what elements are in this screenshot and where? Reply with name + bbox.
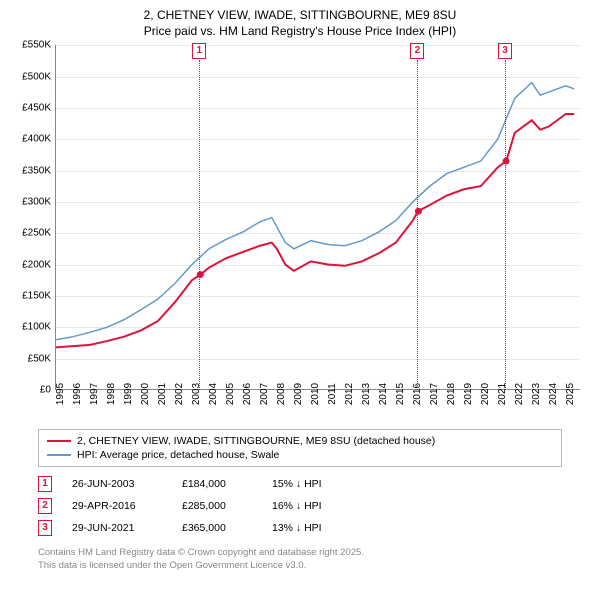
series-line — [56, 83, 574, 340]
annotation-date: 26-JUN-2003 — [72, 478, 162, 490]
footnote-line1: Contains HM Land Registry data © Crown c… — [38, 547, 364, 558]
annotation-box: 1 — [38, 476, 52, 492]
y-tick-label: £550K — [15, 40, 51, 51]
y-tick-label: £200K — [15, 259, 51, 270]
annotation-delta: 15% ↓ HPI — [272, 478, 322, 490]
y-tick-label: £350K — [15, 165, 51, 176]
legend-row: HPI: Average price, detached house, Swal… — [47, 448, 553, 462]
annotation-delta: 13% ↓ HPI — [272, 522, 322, 534]
annotation-price: £184,000 — [182, 478, 252, 490]
annotation-row: 2 29-APR-2016 £285,000 16% ↓ HPI — [38, 495, 562, 517]
y-tick-label: £250K — [15, 228, 51, 239]
y-tick-label: £150K — [15, 291, 51, 302]
chart-title: 2, CHETNEY VIEW, IWADE, SITTINGBOURNE, M… — [10, 8, 590, 39]
y-tick-label: £500K — [15, 71, 51, 82]
legend-swatch — [47, 440, 71, 442]
legend-swatch — [47, 454, 71, 456]
annotation-delta: 16% ↓ HPI — [272, 500, 322, 512]
series-line — [56, 114, 574, 347]
annotation-price: £285,000 — [182, 500, 252, 512]
marker-box: 3 — [498, 43, 512, 59]
annotation-price: £365,000 — [182, 522, 252, 534]
footnote: Contains HM Land Registry data © Crown c… — [38, 547, 562, 572]
annotation-table: 1 26-JUN-2003 £184,000 15% ↓ HPI 2 29-APR-201… — [38, 473, 562, 539]
marker-dot — [197, 271, 204, 278]
marker-dotted-line — [417, 60, 418, 390]
annotation-box: 3 — [38, 520, 52, 536]
marker-box: 2 — [410, 43, 424, 59]
annotation-date: 29-JUN-2021 — [72, 522, 162, 534]
y-tick-label: £0 — [15, 385, 51, 396]
annotation-row: 3 29-JUN-2021 £365,000 13% ↓ HPI — [38, 517, 562, 539]
annotation-date: 29-APR-2016 — [72, 500, 162, 512]
marker-dot — [415, 208, 422, 215]
annotation-box: 2 — [38, 498, 52, 514]
title-line1: 2, CHETNEY VIEW, IWADE, SITTINGBOURNE, M… — [144, 8, 457, 22]
y-tick-label: £50K — [15, 353, 51, 364]
legend-label: 2, CHETNEY VIEW, IWADE, SITTINGBOURNE, M… — [77, 435, 435, 447]
annotation-row: 1 26-JUN-2003 £184,000 15% ↓ HPI — [38, 473, 562, 495]
marker-dot — [503, 158, 510, 165]
y-tick-label: £400K — [15, 134, 51, 145]
x-tick-label: 2025 — [565, 383, 596, 405]
chart-svg — [56, 45, 581, 390]
marker-dotted-line — [505, 60, 506, 390]
legend-row: 2, CHETNEY VIEW, IWADE, SITTINGBOURNE, M… — [47, 434, 553, 448]
footnote-line2: This data is licensed under the Open Gov… — [38, 560, 306, 571]
chart-container: 2, CHETNEY VIEW, IWADE, SITTINGBOURNE, M… — [0, 0, 600, 590]
marker-box: 1 — [192, 43, 206, 59]
legend-label: HPI: Average price, detached house, Swal… — [77, 449, 279, 461]
chart-area: £0 £50K £100K £150K £200K £250K £300K £350K £400… — [15, 45, 580, 425]
title-line2: Price paid vs. HM Land Registry's House … — [144, 24, 456, 38]
y-tick-label: £450K — [15, 102, 51, 113]
y-tick-label: £100K — [15, 322, 51, 333]
legend: 2, CHETNEY VIEW, IWADE, SITTINGBOURNE, M… — [38, 429, 562, 467]
y-tick-label: £300K — [15, 197, 51, 208]
plot-area — [55, 45, 580, 390]
marker-dotted-line — [199, 60, 200, 390]
